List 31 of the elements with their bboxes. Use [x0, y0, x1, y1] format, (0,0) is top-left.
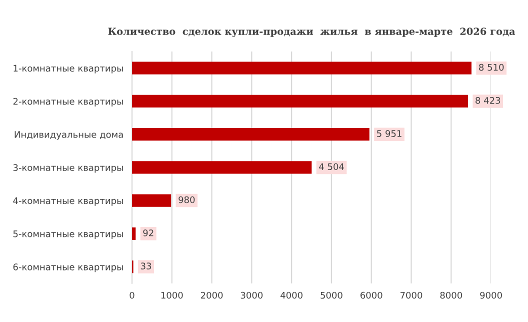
y-tick-label: 6-комнатные квартиры	[13, 264, 123, 272]
chart-title: Количество сделок купли-продажи жилья в январе-марте 2026 года	[108, 28, 516, 38]
x-tick-label: 6000	[360, 292, 382, 299]
y-tick-label: 1-комнатные квартиры	[14, 64, 123, 74]
x-tick-label: 3000	[240, 292, 263, 299]
bar	[132, 62, 472, 74]
bar	[132, 94, 468, 108]
x-tick-label: 7000	[400, 292, 422, 299]
x-tick-label: 8000	[440, 292, 462, 299]
y-tick-label: 3-комнатные квартиры	[13, 164, 123, 173]
x-tick-label: 4000	[280, 292, 302, 299]
data-label: 33	[140, 262, 152, 270]
data-label: 5 951	[377, 130, 402, 137]
y-tick-label: Индивидуальные дома	[14, 131, 123, 140]
bar	[132, 128, 370, 141]
data-label: 980	[178, 196, 195, 204]
data-label: 8 510	[479, 64, 504, 71]
bar	[132, 194, 172, 207]
y-tick-label: 2-комнатные квартиры	[13, 98, 123, 107]
y-tick-label: 4-комнатные квартиры	[13, 197, 123, 206]
y-tick-label: 5-комнатные квартиры	[13, 230, 123, 239]
bar	[132, 227, 136, 240]
x-tick-label: 9000	[480, 292, 502, 299]
x-tick-label: 2000	[200, 292, 223, 299]
x-tick-label: 1000	[161, 292, 183, 299]
x-tick-label: 5000	[320, 292, 342, 299]
data-label: 8 423	[476, 96, 500, 104]
data-label: 4 504	[319, 163, 344, 170]
x-tick-label: 0	[130, 292, 134, 299]
bar	[132, 161, 312, 174]
data-label: 92	[143, 229, 154, 236]
